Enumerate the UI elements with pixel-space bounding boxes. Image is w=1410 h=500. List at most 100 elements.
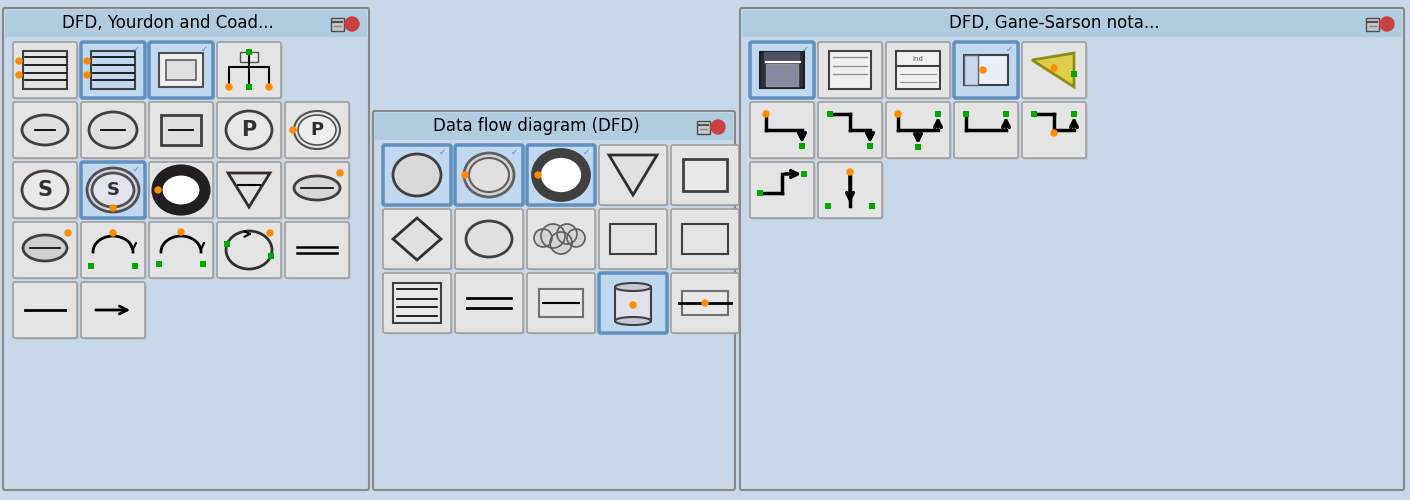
FancyBboxPatch shape <box>602 148 668 206</box>
Text: ✕: ✕ <box>1383 18 1392 28</box>
Bar <box>964 55 1008 85</box>
FancyBboxPatch shape <box>149 42 213 98</box>
FancyBboxPatch shape <box>151 164 214 220</box>
Bar <box>760 52 804 88</box>
Bar <box>159 53 203 87</box>
Circle shape <box>541 224 565 248</box>
FancyBboxPatch shape <box>674 276 740 334</box>
Text: P: P <box>310 121 323 139</box>
Bar <box>87 263 94 269</box>
FancyBboxPatch shape <box>671 273 739 333</box>
Polygon shape <box>228 173 269 207</box>
FancyBboxPatch shape <box>753 164 815 220</box>
Text: ✓: ✓ <box>133 44 140 54</box>
FancyBboxPatch shape <box>385 276 453 334</box>
FancyBboxPatch shape <box>457 276 525 334</box>
Circle shape <box>1380 17 1394 31</box>
Bar <box>764 52 799 64</box>
FancyBboxPatch shape <box>288 164 351 220</box>
Ellipse shape <box>89 112 137 148</box>
FancyBboxPatch shape <box>821 44 884 100</box>
Bar <box>331 18 344 31</box>
Text: ✓: ✓ <box>510 148 517 156</box>
FancyBboxPatch shape <box>750 162 814 218</box>
Circle shape <box>980 67 986 73</box>
Ellipse shape <box>295 176 340 200</box>
FancyBboxPatch shape <box>955 102 1018 158</box>
Circle shape <box>155 187 161 193</box>
Circle shape <box>110 230 116 236</box>
Circle shape <box>290 127 296 133</box>
Text: P: P <box>241 120 257 140</box>
FancyBboxPatch shape <box>83 104 147 160</box>
FancyBboxPatch shape <box>13 42 78 98</box>
Ellipse shape <box>536 153 587 197</box>
FancyBboxPatch shape <box>80 282 145 338</box>
FancyBboxPatch shape <box>527 273 595 333</box>
FancyBboxPatch shape <box>217 162 281 218</box>
Circle shape <box>1050 130 1058 136</box>
FancyBboxPatch shape <box>674 212 740 270</box>
Bar <box>268 253 274 259</box>
FancyBboxPatch shape <box>13 282 78 338</box>
FancyBboxPatch shape <box>80 222 145 278</box>
Circle shape <box>337 170 343 176</box>
Ellipse shape <box>23 235 68 261</box>
FancyBboxPatch shape <box>285 102 350 158</box>
Circle shape <box>85 58 90 64</box>
Bar <box>245 49 252 55</box>
Bar <box>133 263 138 269</box>
FancyBboxPatch shape <box>385 148 453 206</box>
Bar <box>1003 111 1010 117</box>
FancyBboxPatch shape <box>384 209 451 269</box>
Circle shape <box>567 229 585 247</box>
FancyBboxPatch shape <box>599 145 667 205</box>
Bar <box>240 52 258 62</box>
Ellipse shape <box>615 283 651 291</box>
Bar <box>801 171 807 177</box>
FancyBboxPatch shape <box>455 145 523 205</box>
Polygon shape <box>609 155 657 195</box>
FancyBboxPatch shape <box>530 276 596 334</box>
Bar <box>829 51 871 89</box>
Ellipse shape <box>465 221 512 257</box>
Text: Data flow diagram (DFD): Data flow diagram (DFD) <box>433 117 639 135</box>
Bar <box>1366 18 1379 31</box>
Ellipse shape <box>87 168 140 212</box>
FancyBboxPatch shape <box>530 212 596 270</box>
Circle shape <box>895 111 901 117</box>
FancyBboxPatch shape <box>151 224 214 280</box>
Text: ✓: ✓ <box>200 44 207 54</box>
Bar <box>869 203 876 209</box>
FancyBboxPatch shape <box>13 102 78 158</box>
FancyBboxPatch shape <box>955 42 1018 98</box>
FancyBboxPatch shape <box>599 209 667 269</box>
FancyBboxPatch shape <box>151 44 214 100</box>
Bar <box>964 55 979 85</box>
Bar <box>539 289 582 317</box>
FancyBboxPatch shape <box>83 224 147 280</box>
Ellipse shape <box>298 115 336 145</box>
FancyBboxPatch shape <box>671 209 739 269</box>
Ellipse shape <box>615 317 651 325</box>
Ellipse shape <box>23 171 68 209</box>
Bar <box>23 51 68 89</box>
FancyBboxPatch shape <box>602 276 668 334</box>
FancyBboxPatch shape <box>288 224 351 280</box>
Polygon shape <box>393 218 441 260</box>
FancyBboxPatch shape <box>1025 104 1087 160</box>
Text: ✓: ✓ <box>1005 44 1012 54</box>
Bar <box>200 261 206 267</box>
FancyBboxPatch shape <box>16 164 79 220</box>
Text: DFD, Yourdon and Coad...: DFD, Yourdon and Coad... <box>62 14 274 32</box>
FancyBboxPatch shape <box>1022 42 1086 98</box>
Circle shape <box>462 172 468 178</box>
Bar <box>867 143 873 149</box>
FancyBboxPatch shape <box>220 104 282 160</box>
FancyBboxPatch shape <box>220 224 282 280</box>
Bar <box>799 143 805 149</box>
FancyBboxPatch shape <box>149 222 213 278</box>
Circle shape <box>266 230 274 236</box>
FancyBboxPatch shape <box>217 222 281 278</box>
FancyBboxPatch shape <box>80 162 145 218</box>
